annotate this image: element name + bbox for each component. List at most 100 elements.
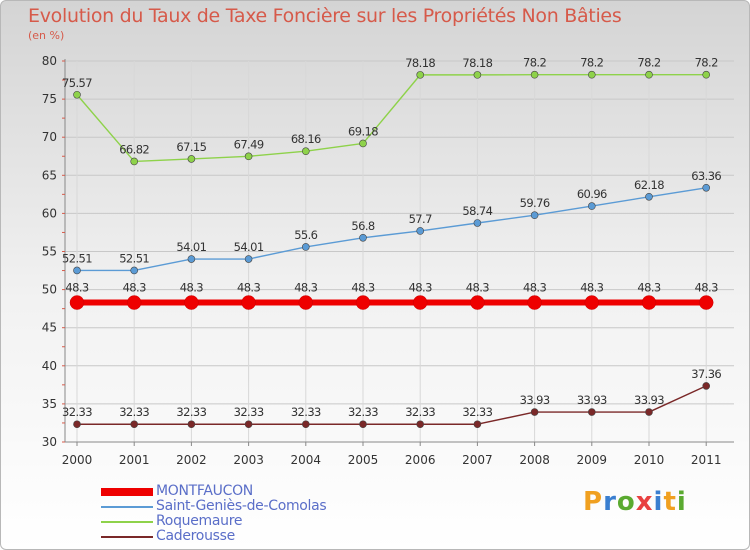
data-label: 48.3 xyxy=(580,281,603,295)
data-point xyxy=(530,408,539,416)
data-point xyxy=(301,243,310,251)
data-label: 78.18 xyxy=(462,56,492,70)
logo-letter: P xyxy=(583,487,604,517)
data-label: 48.3 xyxy=(65,281,88,295)
series-line-saint-geni-s-de-comolas xyxy=(77,187,707,272)
data-point xyxy=(473,71,482,79)
data-label: 67.15 xyxy=(176,140,206,154)
data-label: 33.93 xyxy=(577,393,607,407)
x-tick-label: 2007 xyxy=(462,453,493,467)
data-label: 52.51 xyxy=(62,251,92,265)
data-point xyxy=(130,266,138,275)
data-point xyxy=(530,211,539,220)
data-point xyxy=(470,295,485,310)
data-point xyxy=(130,420,138,429)
data-point xyxy=(412,295,428,310)
data-point xyxy=(527,295,542,310)
data-point xyxy=(530,70,539,79)
data-point xyxy=(645,70,653,79)
y-tick-label: 75 xyxy=(42,92,57,106)
data-label: 78.2 xyxy=(523,56,546,70)
data-label: 48.3 xyxy=(523,281,546,295)
data-label: 33.93 xyxy=(520,393,550,407)
data-point xyxy=(244,152,253,161)
data-point xyxy=(645,192,653,201)
data-label: 32.33 xyxy=(176,405,206,419)
y-tick-label: 70 xyxy=(42,130,57,144)
logo-letter: o xyxy=(616,487,636,517)
y-tick-label: 65 xyxy=(42,168,57,182)
data-label: 78.18 xyxy=(405,56,435,70)
y-tick-label: 55 xyxy=(42,245,57,259)
x-tick-label: 2010 xyxy=(634,453,665,467)
legend-swatch xyxy=(101,488,153,496)
data-point xyxy=(244,420,253,429)
data-point xyxy=(73,266,81,275)
data-point xyxy=(698,295,714,310)
legend-item: MONTFAUCON xyxy=(101,484,421,499)
data-point xyxy=(702,183,711,192)
data-point xyxy=(73,420,81,429)
logo-letter: i xyxy=(676,487,687,517)
data-label: 48.3 xyxy=(637,281,660,295)
data-label: 62.18 xyxy=(634,178,664,192)
data-point xyxy=(359,233,367,242)
x-tick-label: 2005 xyxy=(348,453,379,467)
series-line-roquemaure xyxy=(76,74,707,163)
data-point xyxy=(301,147,310,156)
data-label: 48.3 xyxy=(294,281,317,295)
x-tick-label: 2008 xyxy=(519,453,550,467)
x-tick-label: 2009 xyxy=(577,453,608,467)
legend-item: Roquemaure xyxy=(101,514,421,529)
chart-title: Evolution du Taux de Taxe Foncière sur l… xyxy=(28,5,622,27)
data-point xyxy=(184,295,199,310)
data-label: 68.16 xyxy=(291,132,321,146)
data-point xyxy=(187,255,196,263)
data-label: 59.76 xyxy=(520,196,550,210)
data-point xyxy=(702,70,711,79)
y-tick-label: 45 xyxy=(42,321,57,335)
x-tick-label: 2004 xyxy=(291,453,322,467)
data-label: 48.3 xyxy=(180,281,203,295)
logo-letter: r xyxy=(603,487,617,517)
legend-item: Saint-Geniès-de-Comolas xyxy=(101,499,421,514)
data-point xyxy=(587,70,596,79)
data-point xyxy=(187,155,196,163)
data-point xyxy=(126,295,142,310)
legend-swatch xyxy=(101,506,153,508)
y-tick-label: 50 xyxy=(42,283,57,297)
data-point xyxy=(73,90,81,99)
data-point xyxy=(416,71,425,79)
data-label: 48.3 xyxy=(351,281,374,295)
data-label: 37.36 xyxy=(691,367,721,381)
data-point xyxy=(641,295,657,310)
data-point xyxy=(645,408,653,416)
data-label: 60.96 xyxy=(577,187,607,201)
data-label: 32.33 xyxy=(405,405,435,419)
data-point xyxy=(244,255,253,263)
legend-label: MONTFAUCON xyxy=(156,483,253,499)
data-point xyxy=(416,227,425,235)
data-label: 78.2 xyxy=(580,56,603,70)
y-tick-label: 30 xyxy=(42,435,57,449)
data-label: 32.33 xyxy=(291,405,321,419)
x-tick-label: 2001 xyxy=(119,453,150,467)
legend-label: Roquemaure xyxy=(156,513,243,529)
data-label: 48.3 xyxy=(409,281,432,295)
data-label: 63.36 xyxy=(691,169,721,183)
y-tick-label: 60 xyxy=(42,206,57,220)
x-tick-label: 2002 xyxy=(176,453,207,467)
legend-swatch xyxy=(101,521,153,523)
x-tick-label: 2003 xyxy=(233,453,264,467)
x-tick-label: 2006 xyxy=(405,453,436,467)
data-label: 75.57 xyxy=(62,76,92,90)
data-label: 55.6 xyxy=(294,228,317,242)
data-label: 32.33 xyxy=(462,405,492,419)
data-label: 32.33 xyxy=(234,405,264,419)
data-label: 33.93 xyxy=(634,393,664,407)
data-label: 58.74 xyxy=(462,204,492,218)
data-point xyxy=(416,420,425,429)
data-point xyxy=(241,295,256,310)
data-label: 67.49 xyxy=(234,137,264,151)
